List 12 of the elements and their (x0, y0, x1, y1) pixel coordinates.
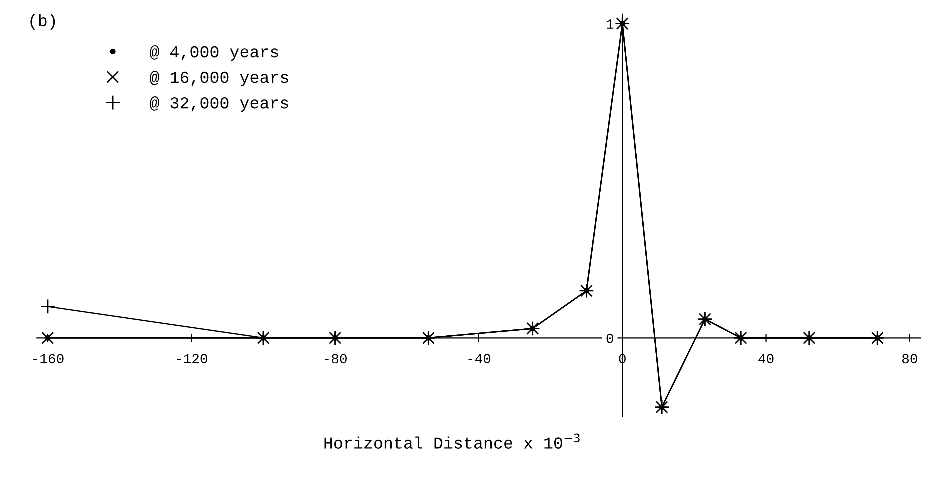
x-tick-label: -160 (34, 354, 64, 364)
legend-label: @ 4,000 years (150, 45, 278, 61)
y-tick-label: 1 (606, 20, 614, 29)
x-tick-label: -80 (325, 354, 347, 364)
x-tick-label: -40 (468, 354, 491, 364)
x-tick-label: 80 (902, 354, 918, 364)
legend-label: @ 16,000 years (150, 71, 288, 87)
chart-title: (b) (30, 14, 56, 30)
x-axis-title: Horizontal Distance x 10$^{−3}$ (324, 434, 580, 449)
x-tick-label: 40 (758, 354, 774, 364)
x-tick-label: -120 (177, 354, 208, 364)
legend-label: @ 32,000 years (150, 96, 288, 112)
